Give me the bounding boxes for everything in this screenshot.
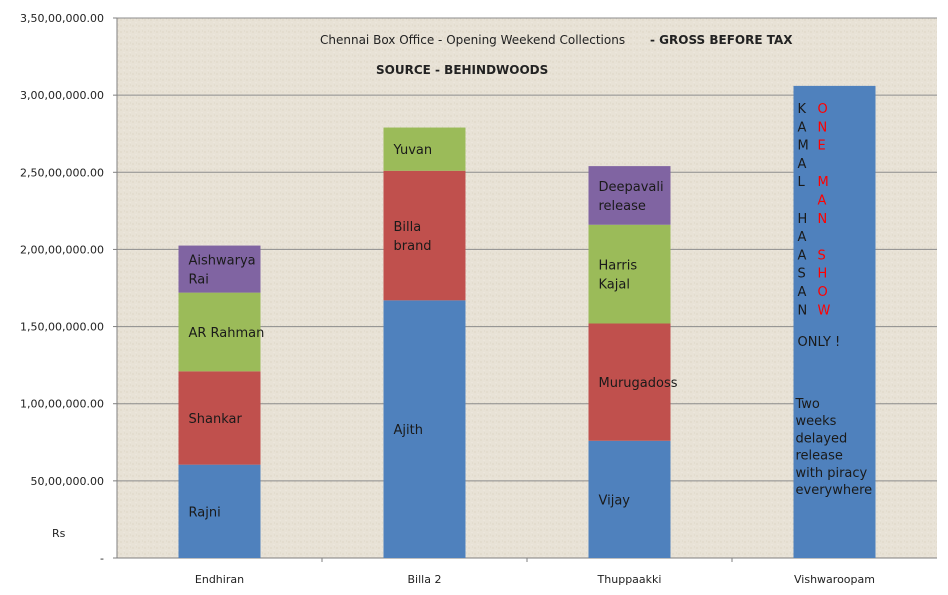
bar-segment	[178, 292, 261, 372]
bar-segment	[793, 85, 876, 558]
x-tick-label: Thuppaakki	[597, 573, 662, 586]
one-man-show-letter: O	[818, 285, 828, 300]
kamal-letter: A	[798, 230, 807, 245]
y-axis-label: Rs	[52, 527, 66, 540]
bar-segment-label: Harris	[599, 259, 638, 274]
bar-segment-label: Rajni	[189, 505, 221, 520]
bar-segment-label: Deepavali	[599, 180, 664, 195]
only-label: ONLY !	[798, 335, 841, 350]
bar-segment-label: Yuvan	[393, 143, 433, 158]
x-tick-label: Endhiran	[195, 573, 244, 586]
one-man-show-letter: N	[818, 212, 828, 227]
chart-title-suffix: - GROSS BEFORE TAX	[650, 33, 793, 47]
bar-segment-label: Aishwarya	[189, 254, 256, 269]
note-line: everywhere	[796, 483, 873, 498]
chart-title: Chennai Box Office - Opening Weekend Col…	[320, 33, 625, 47]
y-tick-label: -	[100, 552, 104, 565]
note-line: weeks	[796, 414, 837, 429]
y-tick-label: 2,50,00,000.00	[20, 166, 104, 179]
bar-segment	[383, 127, 466, 171]
kamal-letter: S	[798, 267, 806, 282]
bar-segment	[383, 300, 466, 558]
bar-segment-label: Billa	[394, 220, 422, 235]
x-axis-labels: Endhiran Billa 2 Thuppaakki Vishwaroopam	[195, 573, 875, 586]
one-man-show-letter: W	[818, 303, 831, 318]
one-man-show-letter: M	[818, 175, 829, 190]
bar-segment-label: Shankar	[189, 412, 243, 427]
bar-segment-label: Murugadoss	[599, 376, 678, 391]
one-man-show-letter: E	[818, 139, 826, 154]
kamal-letter: H	[798, 212, 808, 227]
kamal-letter: K	[798, 102, 807, 117]
bar-segment	[178, 245, 261, 293]
kamal-letter: A	[798, 120, 807, 135]
bar-segment-label: Vijay	[599, 493, 631, 508]
x-tick-label: Vishwaroopam	[794, 573, 875, 586]
kamal-letter: A	[798, 157, 807, 172]
bar-segment	[588, 440, 671, 558]
bar-segment-label: AR Rahman	[189, 326, 265, 341]
one-man-show-letter: S	[818, 248, 826, 263]
one-man-show-letter: N	[818, 120, 828, 135]
kamal-letter: A	[798, 285, 807, 300]
bar-segment	[178, 371, 261, 465]
bar-segment-label: Ajith	[394, 423, 423, 438]
bar-segment-label: release	[599, 199, 646, 214]
y-tick-label: 1,00,00,000.00	[20, 398, 104, 411]
y-tick-label: 3,00,00,000.00	[20, 89, 104, 102]
y-tick-label: 2,00,00,000.00	[20, 243, 104, 256]
y-axis-ticks: - 50,00,000.00 1,00,00,000.00 1,50,00,000.0…	[20, 12, 104, 565]
bar-segment	[383, 170, 466, 301]
bar-segment-label: brand	[394, 239, 432, 254]
note-line: Two	[795, 397, 820, 412]
kamal-letter: N	[798, 303, 808, 318]
bar-segment	[588, 166, 671, 225]
chart-subtitle: SOURCE - BEHINDWOODS	[376, 63, 548, 77]
one-man-show-letter: O	[818, 102, 828, 117]
one-man-show-letter: H	[818, 267, 828, 282]
y-tick-label: 1,50,00,000.00	[20, 321, 104, 334]
bars: Rajni Shankar AR Rahman Aishwarya Rai Ajith Bi…	[178, 85, 876, 558]
kamal-letter: A	[798, 248, 807, 263]
bar-segment-label: Kajal	[599, 278, 630, 293]
one-man-show-letter: A	[818, 194, 827, 209]
note-line: delayed	[796, 431, 848, 446]
y-tick-label: 50,00,000.00	[31, 475, 104, 488]
note-line: release	[796, 449, 843, 464]
kamal-letter: L	[798, 175, 806, 190]
bar-segment-label: Rai	[189, 273, 209, 288]
note-line: with piracy	[796, 466, 868, 481]
bar-segment	[588, 323, 671, 441]
bar-segment	[178, 464, 261, 558]
kamal-letter: M	[798, 139, 809, 154]
y-tick-label: 3,50,00,000.00	[20, 12, 104, 25]
bar-segment	[588, 224, 671, 324]
x-tick-label: Billa 2	[408, 573, 442, 586]
